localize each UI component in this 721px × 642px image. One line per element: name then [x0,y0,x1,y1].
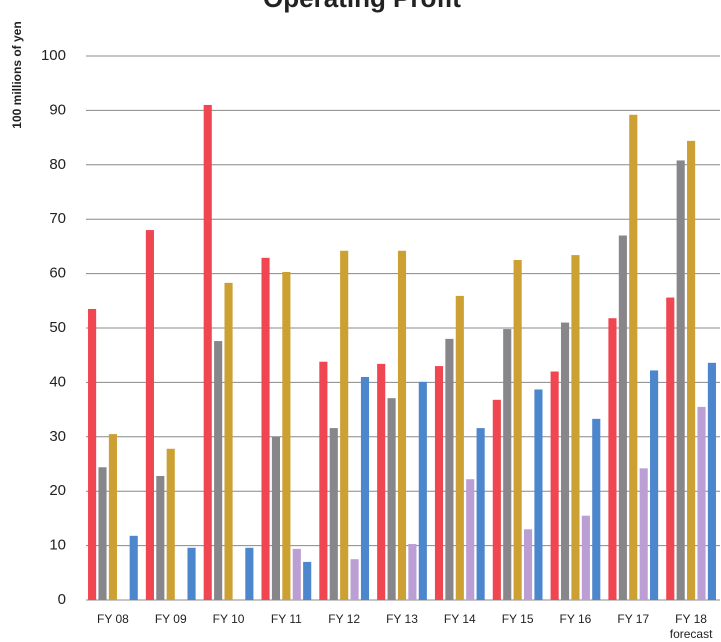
bar [455,295,464,600]
bar [434,366,444,600]
chart-title: Operating Profit [263,0,461,13]
bar [108,434,117,600]
x-tick-label: FY 10 [213,612,245,626]
x-tick-label: FY 09 [155,612,187,626]
bar [581,515,590,600]
bar [523,529,533,600]
x-tick-label: forecast [670,627,713,641]
bar [282,271,291,600]
bar [397,250,407,600]
bar [408,543,417,600]
bar [387,398,396,600]
x-tick-label: FY 14 [444,612,476,626]
bar [445,338,454,600]
y-tick-label: 60 [49,265,66,282]
y-tick-label: 90 [49,101,66,118]
bar [261,257,270,600]
y-tick-label: 50 [49,319,66,336]
bar [166,448,175,600]
bar [340,250,349,600]
x-tick-label: FY 13 [386,612,418,626]
bar [360,376,370,600]
x-tick-label: FY 11 [271,612,302,626]
x-tick-label: FY 08 [97,612,129,626]
bar [156,475,165,600]
bar [629,114,638,600]
y-tick-label: 30 [49,428,66,445]
bar [245,547,254,600]
bar [592,418,601,600]
bar [676,160,685,600]
bar [377,363,386,600]
bar [319,361,328,600]
bar [571,255,580,600]
bar [329,428,338,600]
bar [98,467,107,600]
bar [350,559,359,600]
bar [550,371,559,600]
x-tick-label: FY 12 [328,612,360,626]
bar [534,389,543,600]
bar [214,341,223,600]
bar [292,548,301,600]
y-axis-label: 100 millions of yen [10,21,24,128]
x-tick-label: FY 17 [617,612,649,626]
x-tick-label: FY 18 [675,612,707,626]
bar [145,230,154,600]
bar [650,370,659,600]
x-tick-label: FY 16 [560,612,592,626]
bar [560,322,570,600]
bar [513,260,522,600]
bar [618,235,627,600]
bar [608,318,617,600]
bar [224,282,233,600]
y-tick-label: 70 [49,210,66,227]
bar [303,561,312,600]
bar [666,297,675,600]
bar [271,436,281,600]
bar [492,399,501,600]
y-tick-label: 100 [41,47,66,64]
bar [88,308,97,600]
bar [418,381,427,600]
bar [503,329,512,600]
bar [129,535,138,600]
y-tick-label: 20 [49,482,66,499]
y-tick-label: 80 [49,156,66,173]
bar [687,140,696,600]
y-tick-label: 10 [49,537,66,554]
x-tick-label: FY 15 [502,612,534,626]
y-tick-label: 40 [49,373,66,390]
bar [466,479,475,600]
bar [476,428,485,600]
bar [697,406,706,600]
bar [187,547,196,600]
bar [707,362,716,600]
bar [203,104,212,601]
bar [639,468,648,600]
y-tick-label: 0 [58,591,66,608]
